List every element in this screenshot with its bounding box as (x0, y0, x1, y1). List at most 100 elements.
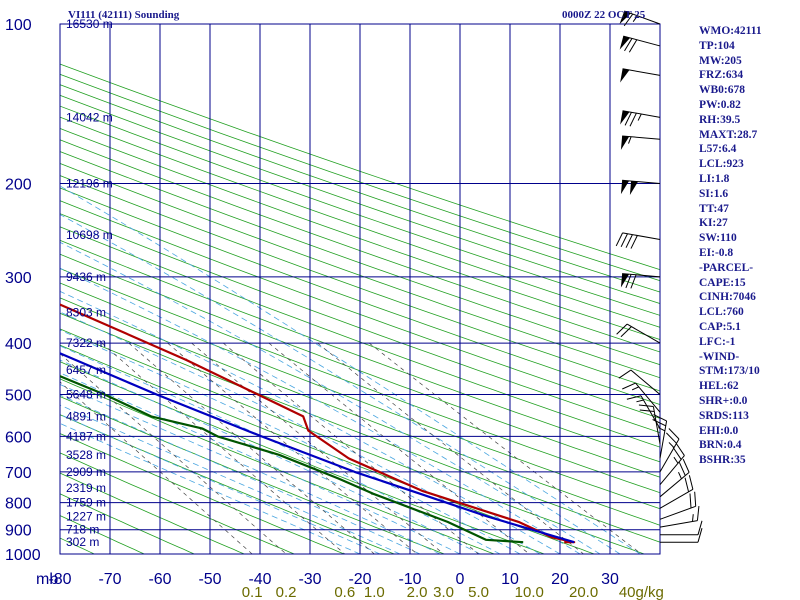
mixing-ratio-label: 1.0 (364, 584, 385, 600)
wind-barb (619, 35, 661, 53)
barb-shaft (659, 472, 690, 498)
wind-barb (620, 68, 661, 83)
barb-flag (638, 404, 654, 408)
pressure-tick-label: 1000 (5, 547, 41, 564)
temperature-tick-label: -10 (398, 571, 421, 588)
barb-flag (639, 409, 655, 412)
stat-item: LCL:923 (699, 158, 744, 171)
dry-adiabat (60, 472, 245, 554)
temperature-tick-label: -80 (48, 571, 71, 588)
dry-adiabat (60, 361, 545, 554)
barb-half-flag (628, 136, 632, 144)
temperature-tick-label: 10 (501, 571, 519, 588)
mixing-ratio-label: 5.0 (468, 584, 489, 600)
barb-half-flag (658, 427, 666, 432)
barb-shaft (622, 135, 661, 140)
dry-adiabat (60, 239, 660, 463)
barb-flag (653, 414, 667, 422)
barb-flag (622, 382, 636, 390)
stat-item: CINH:7046 (699, 291, 756, 304)
stat-item: SHR+:0.0 (699, 394, 748, 407)
dry-adiabat (60, 73, 660, 282)
barb-pennant (620, 110, 630, 125)
sounding-time: 0000Z 22 OCT 25 (562, 9, 646, 21)
stat-item: STM:173/10 (699, 365, 760, 378)
dry-adiabat (60, 312, 660, 543)
dry-adiabat (60, 226, 660, 448)
pressure-tick-label: 900 (5, 523, 32, 540)
wind-barb (659, 506, 700, 528)
dry-adiabat (60, 63, 660, 271)
stat-item: EI:-0.8 (699, 246, 734, 259)
dry-adiabat (60, 94, 660, 305)
chart-grid (59, 23, 661, 555)
barb-half-flag (637, 113, 642, 121)
barb-pennant (620, 135, 630, 150)
barb-pennant (620, 273, 630, 288)
dry-adiabat (60, 84, 660, 293)
stat-item: BRN:0.4 (699, 439, 742, 452)
stat-item: LFC:-1 (699, 335, 736, 348)
barb-flag (666, 432, 677, 444)
stat-item: MAXT:28.7 (699, 128, 758, 141)
barb-flag (652, 419, 666, 427)
height-label: 16530 m (66, 17, 113, 31)
station-title: VI111 (42111) Sounding (68, 9, 180, 21)
stat-item: MW:205 (699, 54, 742, 67)
barb-pennant (620, 68, 630, 83)
dry-adiabat (60, 268, 660, 494)
barb-flag (688, 475, 694, 490)
barb-flag (615, 232, 624, 247)
barb-flag (626, 395, 642, 400)
barb-shaft (659, 438, 680, 473)
moist-adiabat (60, 422, 361, 554)
stats-panel: WMO:42111 TP:104 MW:205 FRZ:634 WB0:678 PW:0.… (699, 24, 762, 468)
height-label: 7322 m (66, 336, 106, 350)
height-label: 6457 m (66, 363, 106, 377)
wind-barb (619, 10, 661, 27)
chart-series (60, 303, 576, 544)
height-label: 302 m (66, 535, 99, 549)
sounding-line (60, 352, 575, 544)
wind-barbs (615, 10, 703, 543)
height-label: 14042 m (66, 110, 113, 124)
wind-barb (618, 369, 661, 395)
stat-item: HEL:62 (699, 380, 739, 393)
stat-item: TP:104 (699, 39, 735, 52)
dry-adiabat (60, 128, 660, 340)
barb-shaft (622, 232, 661, 240)
stat-item: SI:1.6 (699, 187, 729, 200)
height-label: 10698 m (66, 228, 113, 242)
mixing-ratio-label: 20.0 (569, 584, 598, 600)
mixing-ratio-line (191, 342, 444, 554)
barb-shaft (635, 382, 661, 413)
sounding-line (60, 375, 524, 544)
barb-flag (694, 491, 697, 507)
barb-flag (620, 326, 632, 338)
wind-barb (659, 458, 690, 498)
barb-shaft (622, 179, 661, 185)
barb-flag (624, 38, 633, 52)
dry-adiabat (60, 433, 345, 554)
mixing-ratio-label: 2.0 (407, 584, 428, 600)
temperature-tick-label: -70 (98, 571, 121, 588)
barb-half-flag (692, 514, 694, 522)
wind-barb (620, 135, 661, 150)
dry-adiabat (60, 105, 660, 316)
pressure-tick-label: 600 (5, 429, 32, 446)
height-label: 1759 m (66, 496, 106, 510)
stat-item: -WIND- (699, 350, 740, 363)
mixing-ratio-label: 0.6 (334, 584, 355, 600)
stat-item: KI:27 (699, 217, 728, 230)
barb-half-flag (668, 442, 675, 449)
barb-flag (620, 233, 628, 248)
height-label: 8303 m (66, 305, 106, 319)
temperature-tick-label: 20 (551, 571, 569, 588)
wind-barb (620, 273, 661, 289)
stat-item: WB0:678 (699, 84, 745, 97)
height-label: 4891 m (66, 409, 106, 423)
wind-barb (659, 475, 694, 509)
wind-barb (620, 179, 661, 195)
mixing-ratio-label: 40g/kg (619, 584, 664, 600)
